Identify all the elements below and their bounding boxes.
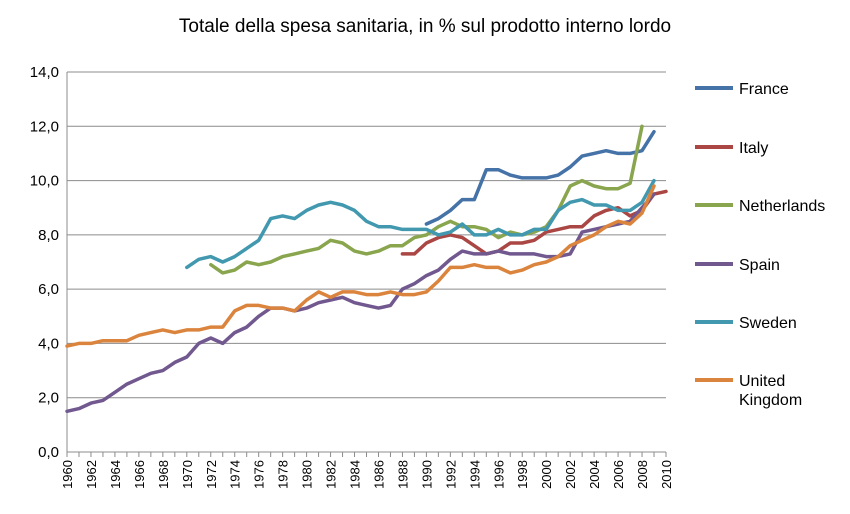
chart-title: Totale della spesa sanitaria, in % sul p… [178, 16, 672, 37]
x-tick-label: 1962 [84, 460, 99, 489]
series-line-france [424, 129, 656, 226]
legend-label-netherlands: Netherlands [739, 198, 825, 215]
x-tick-label: 2000 [539, 460, 554, 489]
y-tick-label: 12,0 [30, 118, 59, 135]
x-tick-label: 2004 [587, 460, 602, 489]
x-tick-label: 1988 [395, 460, 410, 489]
legend-label-united-kingdom: Kingdom [739, 392, 802, 409]
x-tick-label: 2010 [659, 460, 674, 489]
x-tick-label: 1974 [228, 460, 243, 489]
x-tick-label: 1968 [156, 460, 171, 489]
legend-label-united-kingdom: United [739, 373, 785, 390]
x-tick-label: 1980 [300, 460, 315, 489]
x-tick-label: 1994 [467, 460, 482, 489]
y-tick-label: 14,0 [30, 64, 59, 81]
y-tick-label: 2,0 [38, 390, 59, 407]
x-tick-label: 2008 [635, 460, 650, 489]
y-tick-label: 4,0 [38, 335, 59, 352]
x-tick-label: 2002 [563, 460, 578, 489]
series-line-united-kingdom [65, 184, 656, 348]
legend-label-sweden: Sweden [739, 315, 797, 332]
x-tick-label: 1972 [204, 460, 219, 489]
legend-label-france: France [739, 81, 789, 98]
series-line-sweden [185, 178, 656, 270]
legend-label-italy: Italy [739, 140, 768, 157]
x-tick-label: 1970 [180, 460, 195, 489]
y-tick-label: 8,0 [38, 227, 59, 244]
x-tick-label: 1990 [419, 460, 434, 489]
x-tick-label: 1996 [491, 460, 506, 489]
x-tick-label: 1978 [276, 460, 291, 489]
x-tick-label: 1964 [108, 460, 123, 489]
y-tick-label: 0,0 [38, 444, 59, 461]
y-tick-label: 10,0 [30, 173, 59, 190]
legend-label-spain: Spain [739, 257, 780, 274]
x-tick-label: 1960 [60, 460, 75, 489]
x-tick-label: 1966 [132, 460, 147, 489]
x-tick-label: 2006 [611, 460, 626, 489]
x-tick-label: 1982 [324, 460, 339, 489]
y-tick-label: 6,0 [38, 281, 59, 298]
x-tick-label: 1998 [515, 460, 530, 489]
x-tick-label: 1976 [252, 460, 267, 489]
x-tick-label: 1984 [348, 460, 363, 489]
series-line-netherlands [209, 124, 644, 275]
x-tick-label: 1992 [443, 460, 458, 489]
x-tick-label: 1986 [371, 460, 386, 489]
